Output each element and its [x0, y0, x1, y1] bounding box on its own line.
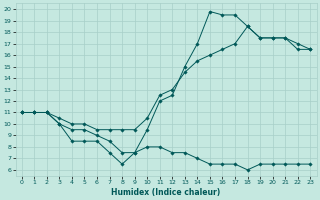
X-axis label: Humidex (Indice chaleur): Humidex (Indice chaleur) [111, 188, 221, 197]
